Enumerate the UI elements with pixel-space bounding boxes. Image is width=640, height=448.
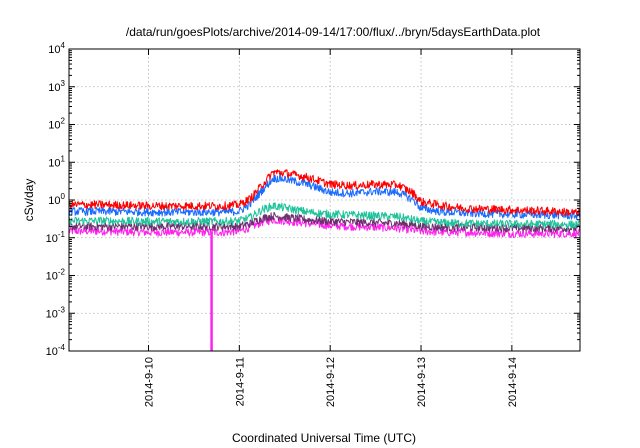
y-tick-label: 10-2 [46, 268, 66, 283]
y-tick-label: 104 [48, 41, 65, 56]
y-tick-label: 10-4 [46, 343, 66, 358]
tick-layer [69, 48, 580, 352]
y-tick-label: 102 [48, 117, 65, 132]
y-tick-label: 101 [48, 154, 65, 169]
x-tick-label: 2014-9-10 [143, 357, 155, 407]
x-tick-label: 2014-9-12 [325, 357, 337, 407]
chart-title: /data/run/goesPlots/archive/2014-09-14/1… [126, 25, 541, 39]
y-tick-label: 10-1 [46, 230, 66, 245]
y-tick-label: 103 [48, 79, 65, 94]
x-tick-label: 2014-9-11 [234, 357, 246, 406]
x-axis-label: Coordinated Universal Time (UTC) [232, 431, 416, 445]
x-tick-label: 2014-9-14 [507, 357, 519, 407]
y-tick-label: 10-3 [46, 305, 66, 320]
y-tick-label: 100 [48, 192, 65, 207]
series-line [68, 169, 581, 217]
series-line [68, 211, 581, 233]
x-tick-labels: 2014-9-10 2014-9-11 2014-9-12 2014-9-13 2014… [143, 357, 518, 407]
y-tick-labels: 10-4 10-3 10-2 10-1 100 101 102 103 104 [46, 41, 66, 358]
series-line [68, 216, 581, 352]
y-axis-label: cSv/day [22, 179, 36, 222]
x-tick-label: 2014-9-13 [416, 357, 428, 407]
series-layer [68, 169, 581, 352]
series-line [68, 202, 581, 229]
grid-layer [69, 49, 580, 351]
